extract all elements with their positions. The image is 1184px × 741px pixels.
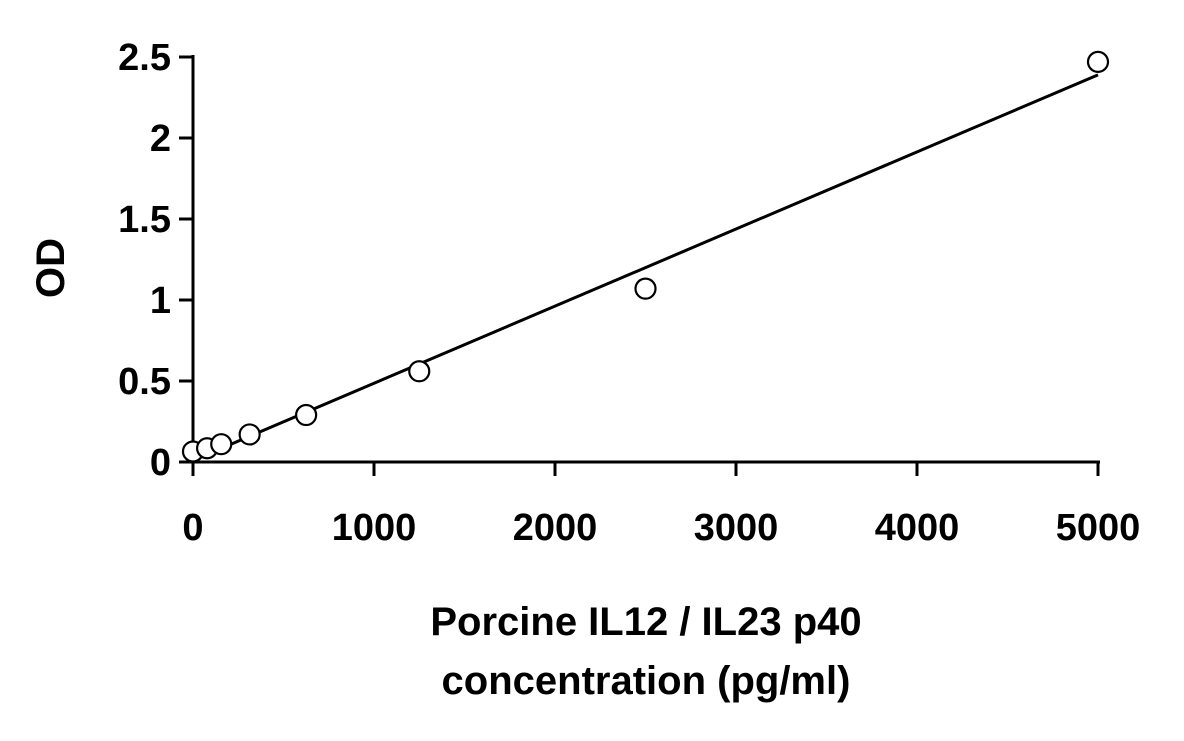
x-tick-label: 5000 <box>1056 507 1141 549</box>
data-point <box>295 403 318 427</box>
x-tick-label: 3000 <box>694 507 779 549</box>
trendline <box>192 73 1099 462</box>
x-axis-ticks: 0 1000 2000 3000 4000 5000 <box>182 462 1140 549</box>
y-tick-label: 2 <box>150 118 171 160</box>
x-tick-label: 4000 <box>875 507 960 549</box>
y-tick-label: 0 <box>150 442 171 484</box>
x-tick-label: 1000 <box>332 507 417 549</box>
x-axis-title-line-1: Porcine IL12 / IL23 p40 <box>430 600 861 644</box>
data-point <box>1086 50 1110 73</box>
y-tick-label: 2.5 <box>118 37 171 79</box>
data-point <box>634 277 657 300</box>
data-points <box>181 50 1110 463</box>
x-tick-label: 0 <box>182 507 203 549</box>
y-axis-title: OD <box>29 238 73 298</box>
data-point <box>210 433 233 456</box>
x-tick-label: 2000 <box>513 507 598 549</box>
trendline-group <box>192 73 1099 462</box>
data-point <box>408 360 431 383</box>
y-tick-label: 1.5 <box>118 199 171 241</box>
y-tick-label: 0.5 <box>118 361 171 403</box>
y-axis-ticks: 0 0.5 1 1.5 2 2.5 <box>118 37 193 484</box>
x-axis-title-line-2: concentration (pg/ml) <box>442 659 851 703</box>
y-tick-label: 1 <box>150 280 171 322</box>
data-point <box>238 423 261 446</box>
